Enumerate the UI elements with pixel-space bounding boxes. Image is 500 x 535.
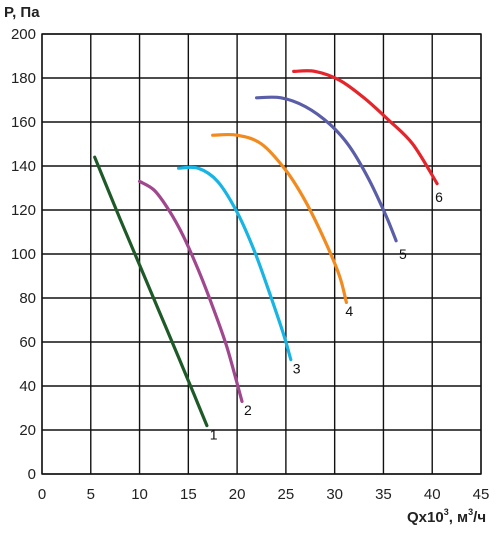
y-tick-label: 20 xyxy=(19,422,36,439)
curve-2-label: 2 xyxy=(244,402,252,418)
grid-lines xyxy=(41,33,482,475)
x-tick-label: 0 xyxy=(38,486,46,503)
x-tick-label: 10 xyxy=(131,486,148,503)
x-axis-title-exponent: 3 xyxy=(444,507,449,517)
y-tick-label: 200 xyxy=(11,26,36,43)
curve-5-line xyxy=(255,95,398,243)
x-axis-title-prefix: Qx10 xyxy=(407,509,444,526)
x-tick-label: 25 xyxy=(278,486,295,503)
x-axis-title-unit-exponent: 3 xyxy=(468,507,473,517)
y-tick-label: 0 xyxy=(28,466,36,483)
x-tick-label: 35 xyxy=(375,486,392,503)
y-tick-label: 140 xyxy=(11,158,36,175)
x-tick-label: 45 xyxy=(473,486,490,503)
y-tick-label: 180 xyxy=(11,70,36,87)
y-tick-label: 120 xyxy=(11,202,36,219)
curve-6-label: 6 xyxy=(435,189,443,205)
x-tick-label: 5 xyxy=(87,486,95,503)
curve-1-line xyxy=(93,155,209,428)
y-tick-label: 160 xyxy=(11,114,36,131)
curve-1-label: 1 xyxy=(210,426,218,442)
curve-5-label: 5 xyxy=(399,246,407,262)
x-axis-title-suffix: /ч xyxy=(473,509,486,526)
curve-3-line xyxy=(177,165,293,362)
curve-3-label: 3 xyxy=(293,360,301,376)
tick-labels: 0 5 10 15 20 25 30 35 40 450204060801001201401601… xyxy=(11,26,489,503)
x-tick-label: 15 xyxy=(180,486,197,503)
x-axis-title-unit: , м xyxy=(449,509,468,526)
x-axis-title: Qx103, м3/ч xyxy=(407,507,486,526)
curve-4-line xyxy=(211,132,348,304)
curve-6-line xyxy=(292,69,439,186)
curve-2-line xyxy=(138,179,244,403)
curve-4-label: 4 xyxy=(345,303,353,319)
y-axis-title: P, Па xyxy=(4,4,40,21)
x-tick-label: 30 xyxy=(326,486,343,503)
y-tick-label: 80 xyxy=(19,290,36,307)
series-layer: 1 2 3 4 5 6 xyxy=(93,69,443,442)
x-tick-label: 20 xyxy=(229,486,246,503)
plot-frame xyxy=(41,33,482,475)
y-tick-label: 100 xyxy=(11,246,36,263)
y-tick-label: 40 xyxy=(19,378,36,395)
y-tick-label: 60 xyxy=(19,334,36,351)
x-tick-label: 40 xyxy=(424,486,441,503)
